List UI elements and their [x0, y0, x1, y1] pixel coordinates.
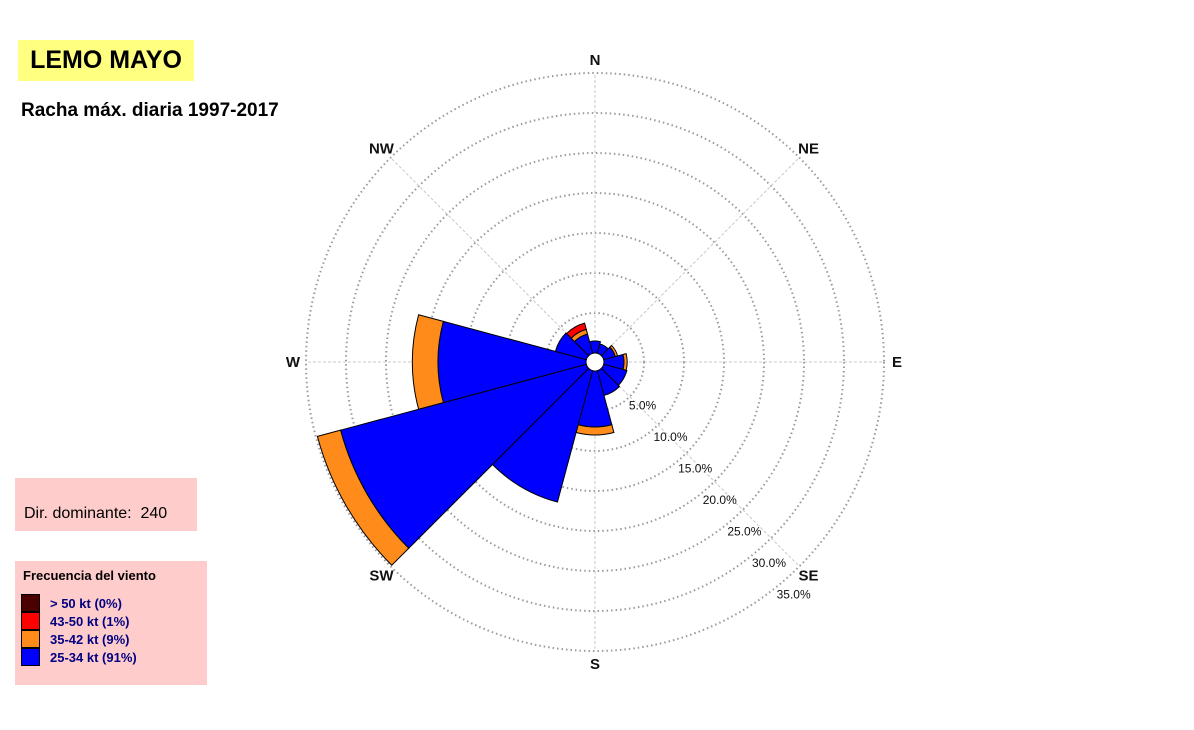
ring-label: 20.0% [703, 493, 737, 507]
legend-label-43-50: 43-50 kt (1%) [50, 613, 130, 629]
chart-title: LEMO MAYO [30, 46, 182, 74]
legend-swatch-43-50 [21, 612, 40, 630]
legend-label-25-34: 25-34 kt (91%) [50, 649, 137, 665]
legend-item-over-50: > 50 kt (0%) [21, 594, 122, 612]
dominant-direction-value: 240 [140, 505, 168, 522]
direction-label-n: N [590, 52, 601, 69]
ring-label: 35.0% [777, 587, 811, 601]
legend-swatch-35-42 [21, 630, 40, 648]
wind-sector [554, 332, 590, 361]
legend-title: Frecuencia del viento [23, 568, 156, 583]
direction-label-s: S [590, 656, 600, 673]
ring-labels: 5.0% 10.0% 15.0% 20.0% 25.0% 30.0% 35.0% [629, 398, 811, 601]
ring-label: 10.0% [653, 430, 687, 444]
wind-bars [316, 314, 628, 566]
chart-subtitle: Racha máx. diaria 1997-2017 [21, 100, 279, 121]
dominant-direction-text: Dir. dominante: 240 [24, 505, 167, 523]
title-box: LEMO MAYO [18, 40, 194, 81]
wind-sector [491, 367, 594, 503]
wind-sector [565, 322, 587, 339]
legend-item-43-50: 43-50 kt (1%) [21, 612, 129, 630]
legend: Frecuencia del viento > 50 kt (0%) 43-50… [15, 561, 207, 685]
wind-sector [316, 429, 410, 566]
ring-label: 25.0% [727, 524, 761, 538]
grid-spoke [601, 368, 800, 567]
direction-label-se: SE [799, 568, 819, 585]
direction-label-w: W [286, 354, 301, 371]
wind-sector [622, 353, 628, 371]
legend-label-35-42: 35-42 kt (9%) [50, 631, 130, 647]
ring-label: 30.0% [752, 556, 786, 570]
legend-item-35-42: 35-42 kt (9%) [21, 630, 129, 648]
dominant-direction-box: Dir. dominante: 240 [15, 478, 197, 531]
dominant-direction-label: Dir. dominante: [24, 505, 132, 522]
direction-label-e: E [892, 354, 902, 371]
wind-sector [411, 314, 444, 410]
direction-label-ne: NE [798, 140, 819, 157]
ring-label: 15.0% [678, 461, 712, 475]
direction-label-sw: SW [369, 568, 394, 585]
ring-label: 5.0% [629, 398, 657, 412]
legend-label-over-50: > 50 kt (0%) [50, 595, 122, 611]
legend-swatch-25-34 [21, 648, 40, 666]
legend-swatch-over-50 [21, 594, 40, 612]
grid-spoke [390, 157, 589, 356]
legend-item-25-34: 25-34 kt (91%) [21, 648, 137, 666]
direction-labels: N NE E SE S SW W NW [286, 52, 902, 673]
direction-label-nw: NW [369, 140, 395, 157]
grid-ring [305, 72, 885, 652]
grid-spoke [601, 157, 800, 356]
